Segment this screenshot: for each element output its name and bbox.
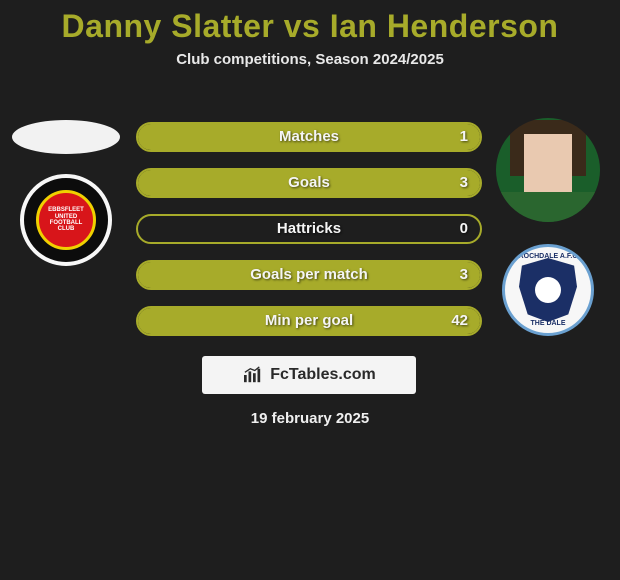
- stat-row: Goals3: [136, 168, 482, 198]
- stat-row: Hattricks0: [136, 214, 482, 244]
- badge-ball-icon: [535, 277, 561, 303]
- stat-bar-fill-right: [138, 308, 480, 334]
- player-left-club-badge: EBBSFLEET UNITED FOOTBALL CLUB: [20, 174, 112, 266]
- stat-row: Matches1: [136, 122, 482, 152]
- comparison-card: Danny Slatter vs Ian Henderson Club comp…: [0, 0, 620, 580]
- stat-row: Goals per match3: [136, 260, 482, 290]
- stat-bars-container: Matches1 Goals3 Hattricks0 Goals per match3…: [136, 122, 482, 352]
- stat-bar: [136, 306, 482, 336]
- player-right-photo: [496, 118, 600, 222]
- stat-bar-fill-right: [138, 124, 480, 150]
- watermark: FcTables.com: [202, 356, 416, 394]
- page-title: Danny Slatter vs Ian Henderson: [0, 8, 620, 45]
- stat-bar: [136, 122, 482, 152]
- badge-rochdale-bottom-text: THE DALE: [505, 320, 591, 327]
- player-right-club-badge: ROCHDALE A.F.C THE DALE: [502, 244, 594, 336]
- stat-bar: [136, 168, 482, 198]
- date-line: 19 february 2025: [0, 410, 620, 427]
- badge-ebbsfleet-text: EBBSFLEET UNITED FOOTBALL CLUB: [36, 190, 96, 250]
- stat-bar: [136, 260, 482, 290]
- stat-bar: [136, 214, 482, 244]
- stat-row: Min per goal42: [136, 306, 482, 336]
- player-left-photo: [12, 120, 120, 154]
- player-left-column: EBBSFLEET UNITED FOOTBALL CLUB: [8, 120, 124, 266]
- stat-bar-fill-right: [138, 170, 480, 196]
- player-right-column: ROCHDALE A.F.C THE DALE: [490, 118, 606, 336]
- chart-icon: [242, 366, 264, 384]
- subtitle: Club competitions, Season 2024/2025: [0, 51, 620, 68]
- watermark-text: FcTables.com: [270, 366, 376, 384]
- badge-rochdale-shield: [519, 258, 577, 322]
- stat-bar-fill-right: [138, 262, 480, 288]
